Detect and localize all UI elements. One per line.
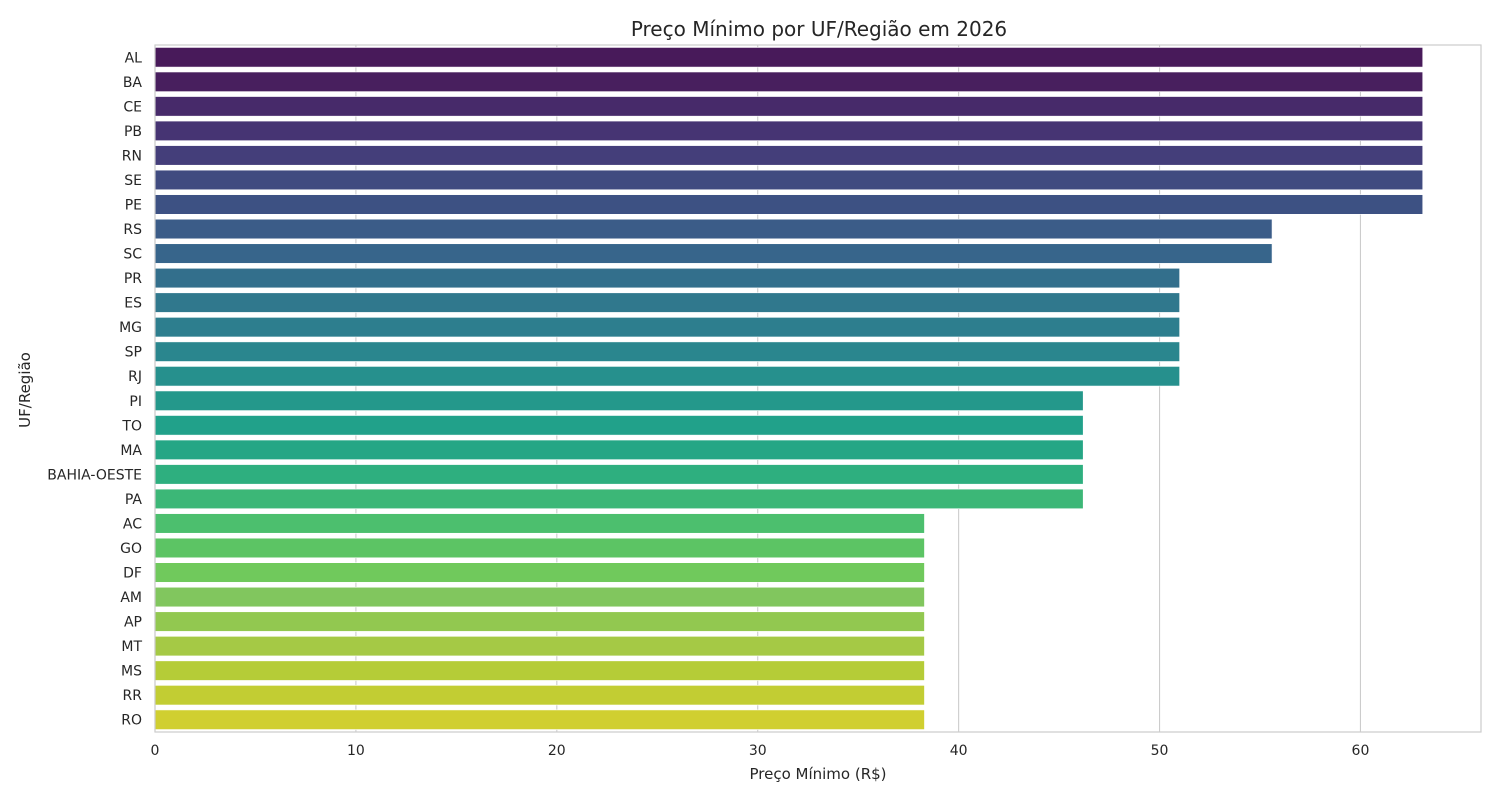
y-tick-label: RR (123, 688, 143, 704)
bar-pa (154, 488, 1084, 510)
bar-go (154, 537, 925, 559)
y-tick-label: RS (123, 222, 142, 238)
y-tick-label: DF (123, 566, 142, 582)
bar-ma (154, 439, 1084, 460)
y-tick-label: PA (125, 492, 143, 508)
x-tick-label: 0 (151, 743, 160, 759)
bar-rj (154, 366, 1180, 387)
y-tick-label: RN (122, 148, 142, 164)
y-tick-label: MG (119, 320, 142, 336)
y-tick-label: PE (125, 197, 142, 213)
y-tick-label: MS (121, 664, 142, 680)
plot-frame (154, 44, 1482, 733)
x-axis-label: Preço Mínimo (R$) (749, 765, 886, 783)
bar-rs (154, 218, 1273, 240)
bar-mt (154, 636, 925, 657)
bar-ce (154, 96, 1424, 117)
y-tick-labels: AL BA CE PB RN SE PE RS SC PR ES MG SP RJ PI TO MA BAHIA-… (47, 50, 142, 728)
y-axis-label: UF/Região (16, 352, 34, 428)
bar-rn (154, 145, 1424, 166)
x-tick-label: 50 (1151, 743, 1169, 759)
bar-ap (154, 611, 925, 632)
y-tick-label: PI (129, 394, 142, 410)
bar-se (154, 169, 1424, 191)
bar-am (154, 586, 925, 608)
y-tick-label: MA (120, 443, 142, 459)
bar-mg (154, 317, 1180, 338)
y-tick-label: RO (121, 713, 142, 729)
bar-sp (154, 341, 1180, 362)
bar-sc (154, 243, 1273, 264)
bar-bahia-oeste (154, 464, 1084, 485)
y-tick-label: BAHIA-OESTE (47, 467, 142, 483)
bar-ba (154, 71, 1424, 92)
chart-title: Preço Mínimo por UF/Região em 2026 (631, 17, 1007, 41)
bar-pe (154, 194, 1424, 215)
y-tick-label: AC (123, 516, 142, 532)
x-tick-label: 20 (548, 743, 566, 759)
bar-rr (154, 685, 925, 706)
bar-ac (154, 513, 925, 534)
y-tick-label: SE (124, 173, 142, 189)
y-tick-label: PR (124, 271, 142, 287)
y-tick-label: GO (120, 541, 142, 557)
bars (154, 47, 1424, 730)
x-tick-label: 10 (347, 743, 365, 759)
y-tick-label: SP (125, 345, 142, 361)
y-tick-label: AP (124, 615, 142, 631)
y-tick-label: CE (123, 99, 142, 115)
bar-pi (154, 390, 1084, 411)
y-tick-label: BA (123, 75, 143, 91)
y-tick-label: ES (124, 296, 142, 312)
x-tick-labels: 0 10 20 30 40 50 60 (151, 743, 1370, 759)
y-tick-label: TO (121, 418, 142, 434)
y-tick-label: AL (125, 50, 143, 66)
x-tick-label: 60 (1352, 743, 1370, 759)
x-tick-label: 40 (950, 743, 968, 759)
y-tick-label: AM (120, 590, 142, 606)
bar-al (154, 47, 1424, 68)
bar-ms (154, 660, 925, 681)
y-tick-label: SC (123, 247, 142, 263)
y-tick-label: PB (124, 124, 142, 140)
bar-es (154, 292, 1180, 313)
x-tick-label: 30 (749, 743, 767, 759)
bar-df (154, 562, 925, 583)
bar-to (154, 415, 1084, 436)
y-tick-label: RJ (128, 369, 142, 385)
y-tick-label: MT (121, 639, 142, 655)
bar-pr (154, 267, 1180, 289)
bar-ro (154, 709, 925, 730)
bar-pb (154, 120, 1424, 141)
